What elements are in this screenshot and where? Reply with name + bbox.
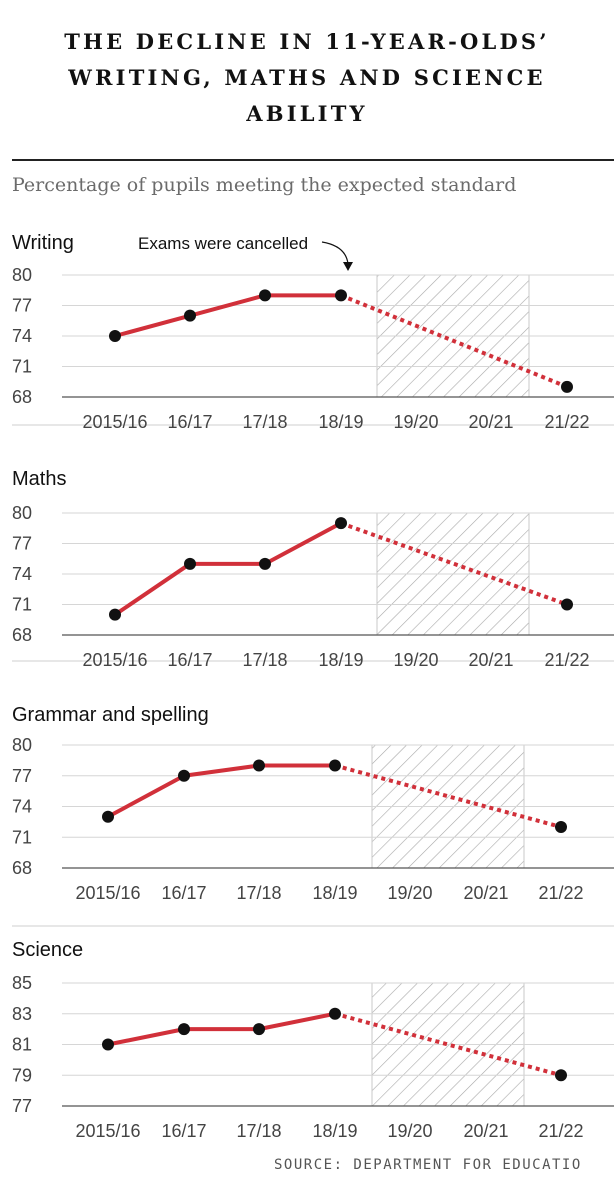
annotation-arrow	[321, 241, 349, 265]
x-tick-label: 20/21	[468, 412, 513, 432]
series-line	[113, 521, 342, 617]
data-point	[178, 769, 190, 782]
x-tick-label: 16/17	[161, 1121, 206, 1141]
series-line-dotted	[334, 1011, 562, 1078]
x-tick-label: 21/22	[544, 650, 589, 670]
x-tick-label: 17/18	[242, 650, 287, 670]
x-tick-label: 21/22	[538, 1121, 583, 1141]
chart-title-line: WRITING, MATHS AND SCIENCE	[68, 65, 546, 90]
y-tick-label: 77	[12, 534, 32, 554]
data-point	[329, 759, 341, 772]
x-tick-label: 18/19	[318, 650, 363, 670]
chart-panel-writing: Writing 80 77 74 71 68 2015/16 16/17 17/18 18/19 1…	[12, 232, 614, 432]
chart-title: THE DECLINE IN 11-YEAR-OLDS’ WRITING, MA…	[0, 24, 614, 132]
y-tick-label: 68	[12, 625, 32, 645]
x-tick-label: 21/22	[544, 412, 589, 432]
y-tick-label: 74	[12, 326, 32, 346]
y-tick-label: 80	[12, 735, 32, 755]
y-tick-label: 85	[12, 973, 32, 993]
series-line-dotted	[334, 763, 562, 829]
x-tick-label: 2015/16	[82, 650, 147, 670]
x-tick-label: 16/17	[167, 412, 212, 432]
y-tick-label: 83	[12, 1004, 32, 1024]
data-point	[259, 289, 271, 302]
y-tick-label: 68	[12, 387, 32, 407]
data-point	[102, 810, 114, 823]
x-tick-label: 19/20	[393, 650, 438, 670]
title-divider	[12, 159, 614, 161]
data-point	[555, 1069, 567, 1082]
series-line	[114, 293, 341, 338]
data-point	[335, 517, 347, 530]
x-tick-label: 2015/16	[75, 1121, 140, 1141]
x-tick-label: 16/17	[161, 883, 206, 903]
y-tick-label: 74	[12, 564, 32, 584]
panel-title: Writing	[12, 232, 74, 254]
y-tick-label: 81	[12, 1035, 32, 1055]
x-tick-label: 20/21	[463, 883, 508, 903]
series-line	[107, 763, 335, 819]
data-point	[184, 309, 196, 322]
chart-title-line: THE DECLINE IN 11-YEAR-OLDS’	[64, 29, 550, 54]
x-tick-label: 18/19	[312, 1121, 357, 1141]
x-tick-label: 18/19	[312, 883, 357, 903]
x-tick-label: 2015/16	[82, 412, 147, 432]
data-point	[178, 1023, 190, 1036]
panel-title: Grammar and spelling	[12, 704, 209, 726]
y-tick-label: 77	[12, 766, 32, 786]
data-point	[253, 1023, 265, 1036]
x-tick-label: 19/20	[387, 1121, 432, 1141]
x-tick-label: 16/17	[167, 650, 212, 670]
x-tick-label: 19/20	[387, 883, 432, 903]
x-tick-label: 17/18	[242, 412, 287, 432]
y-tick-label: 68	[12, 858, 32, 878]
source-note: SOURCE: DEPARTMENT FOR EDUCATIO	[274, 1157, 582, 1173]
x-tick-label: 17/18	[236, 1121, 281, 1141]
data-point	[184, 557, 196, 570]
chart-panel-grammar-and-spelling: Grammar and spelling 80 77 74 71 68 2015/16 16/…	[12, 704, 614, 903]
chart-panel-maths: Maths 80 77 74 71 68 2015/16 16/17 17/18 18/19 19/…	[12, 468, 614, 670]
y-tick-label: 71	[12, 595, 32, 615]
annotation-label: Exams were cancelled	[138, 234, 308, 253]
data-point	[555, 821, 567, 833]
data-point	[109, 330, 121, 342]
chart-title-line: ABILITY	[246, 101, 368, 126]
y-tick-label: 80	[12, 503, 32, 523]
panel-title: Science	[12, 939, 83, 961]
chart-subtitle: Percentage of pupils meeting the expecte…	[12, 174, 517, 196]
data-point	[561, 380, 573, 393]
x-tick-label: 18/19	[318, 412, 363, 432]
x-tick-label: 19/20	[393, 412, 438, 432]
data-point	[335, 289, 347, 302]
panel-title: Maths	[12, 468, 66, 490]
y-tick-label: 79	[12, 1065, 32, 1085]
series-line	[107, 1011, 336, 1047]
data-point	[109, 608, 121, 621]
y-tick-label: 71	[12, 357, 32, 377]
data-point	[102, 1038, 114, 1051]
series-line-dotted	[340, 293, 568, 389]
y-tick-label: 71	[12, 827, 32, 847]
y-tick-label: 77	[12, 296, 32, 316]
x-tick-label: 20/21	[463, 1121, 508, 1141]
x-tick-label: 20/21	[468, 650, 513, 670]
y-tick-label: 80	[12, 265, 32, 285]
data-point	[259, 557, 271, 570]
y-tick-label: 74	[12, 797, 32, 817]
data-point	[329, 1007, 341, 1020]
annotation-arrow-head	[343, 262, 353, 271]
data-point	[253, 759, 265, 772]
x-tick-label: 2015/16	[75, 883, 140, 903]
chart-panel-science: Science 85 83 81 79 77 2015/16 16/17 17/18 18/19 1…	[12, 939, 614, 1141]
x-tick-label: 21/22	[538, 883, 583, 903]
data-point	[561, 598, 573, 611]
series-line-dotted	[340, 521, 568, 607]
y-tick-label: 77	[12, 1096, 32, 1116]
x-tick-label: 17/18	[236, 883, 281, 903]
